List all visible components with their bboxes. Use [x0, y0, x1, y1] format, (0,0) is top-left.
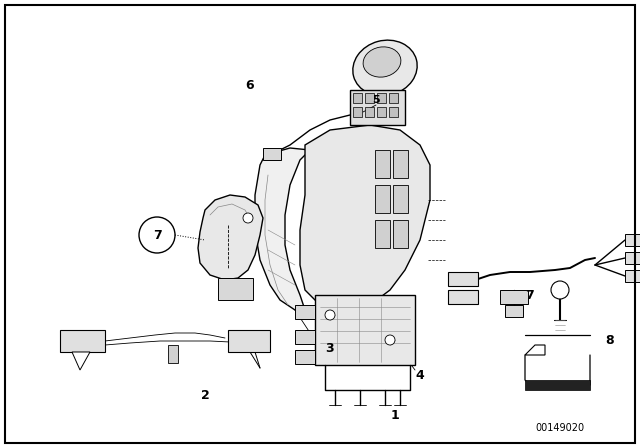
FancyBboxPatch shape [295, 330, 315, 344]
Text: 7: 7 [152, 228, 161, 241]
FancyBboxPatch shape [525, 380, 590, 390]
Text: 5: 5 [372, 95, 380, 105]
FancyBboxPatch shape [389, 107, 398, 117]
FancyBboxPatch shape [263, 148, 281, 160]
Ellipse shape [353, 40, 417, 96]
Text: 8: 8 [605, 333, 614, 346]
Circle shape [243, 213, 253, 223]
FancyBboxPatch shape [625, 270, 640, 282]
Polygon shape [525, 345, 545, 355]
Text: 4: 4 [415, 369, 424, 382]
FancyBboxPatch shape [625, 234, 640, 246]
Text: 3: 3 [326, 341, 334, 354]
Polygon shape [72, 352, 90, 370]
FancyBboxPatch shape [353, 93, 362, 103]
Polygon shape [300, 125, 430, 310]
FancyBboxPatch shape [389, 93, 398, 103]
FancyBboxPatch shape [375, 150, 390, 178]
Circle shape [139, 217, 175, 253]
Text: 7: 7 [525, 289, 534, 302]
FancyBboxPatch shape [377, 107, 386, 117]
Circle shape [325, 310, 335, 320]
Polygon shape [255, 148, 310, 310]
FancyBboxPatch shape [350, 90, 405, 125]
Circle shape [551, 281, 569, 299]
Text: 2: 2 [200, 388, 209, 401]
FancyBboxPatch shape [365, 107, 374, 117]
FancyBboxPatch shape [375, 220, 390, 248]
FancyBboxPatch shape [448, 290, 478, 304]
FancyBboxPatch shape [218, 278, 253, 300]
Ellipse shape [363, 47, 401, 77]
FancyBboxPatch shape [60, 330, 105, 352]
FancyBboxPatch shape [295, 305, 315, 319]
FancyBboxPatch shape [365, 93, 374, 103]
FancyBboxPatch shape [353, 107, 362, 117]
FancyBboxPatch shape [228, 330, 270, 352]
Text: 1: 1 [390, 409, 399, 422]
FancyBboxPatch shape [377, 93, 386, 103]
FancyBboxPatch shape [505, 305, 523, 317]
Text: 6: 6 [246, 78, 254, 91]
FancyBboxPatch shape [393, 185, 408, 213]
FancyBboxPatch shape [393, 220, 408, 248]
FancyBboxPatch shape [625, 252, 640, 264]
Polygon shape [198, 195, 263, 280]
FancyBboxPatch shape [295, 350, 315, 364]
FancyBboxPatch shape [375, 185, 390, 213]
Text: 00149020: 00149020 [536, 423, 584, 433]
FancyBboxPatch shape [393, 150, 408, 178]
FancyBboxPatch shape [168, 345, 178, 363]
FancyBboxPatch shape [500, 290, 528, 304]
FancyBboxPatch shape [315, 295, 415, 365]
FancyBboxPatch shape [448, 272, 478, 286]
Circle shape [385, 335, 395, 345]
